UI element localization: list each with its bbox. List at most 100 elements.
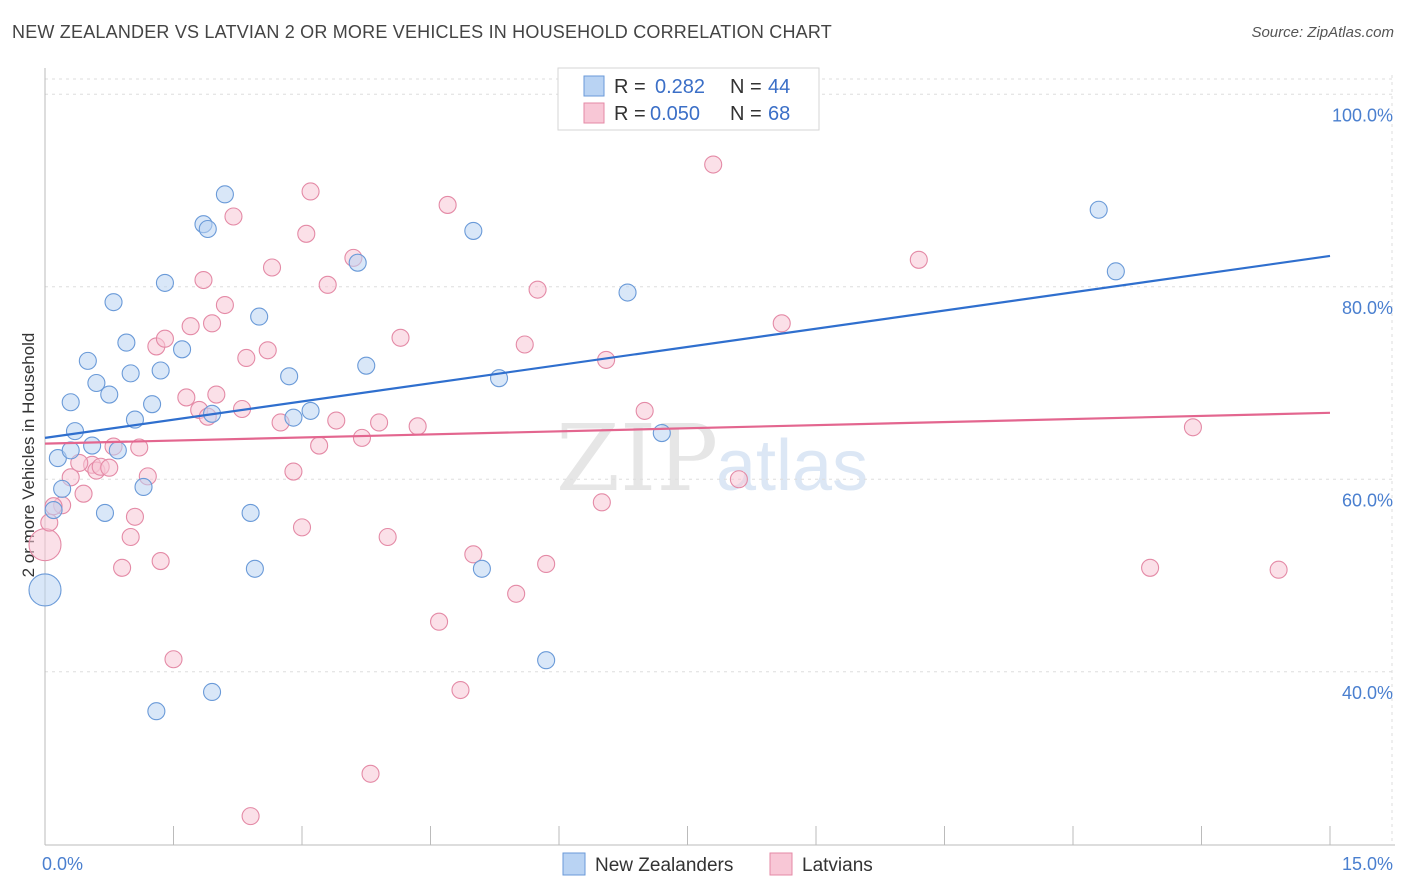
new-zealander-point	[198, 219, 217, 239]
latvian-point	[121, 527, 140, 547]
axes	[44, 68, 1395, 846]
trend-line-new-zealanders	[44, 254, 1331, 439]
new-zealander-point	[121, 364, 140, 383]
latvian-point	[408, 417, 427, 436]
latvian-point	[292, 518, 312, 537]
new-zealander-point	[44, 500, 63, 520]
latvian-point	[507, 584, 526, 603]
new-zealander-point	[134, 477, 153, 497]
new-zealander-point	[284, 408, 303, 427]
legend-n-value-pink: 68	[768, 103, 790, 125]
new-zealander-point	[215, 185, 234, 204]
latvian-point	[438, 195, 457, 214]
new-zealander-point	[53, 479, 72, 498]
latvian-point	[772, 314, 791, 333]
latvian-point	[100, 458, 119, 477]
new-zealander-point	[357, 356, 376, 375]
new-zealander-point	[250, 307, 269, 326]
latvian-point	[352, 428, 372, 447]
latvian-point	[207, 385, 226, 404]
series-legend-swatch-blue	[562, 852, 586, 876]
new-zealander-point	[280, 367, 299, 386]
latvian-point	[155, 329, 174, 348]
latvian-point	[215, 295, 234, 315]
latvian-point	[391, 328, 410, 347]
latvian-point	[528, 280, 547, 299]
series-legend-label-pink: Latvians	[802, 855, 873, 876]
latvian-point	[194, 270, 213, 290]
new-zealander-point	[348, 253, 367, 272]
latvian-point	[125, 507, 144, 526]
latvian-point	[909, 250, 928, 269]
watermark-atlas: atlas	[716, 426, 868, 506]
latvian-point	[113, 558, 132, 577]
new-zealander-point	[61, 441, 80, 460]
trend-lines	[44, 254, 1331, 445]
new-zealander-point	[245, 559, 264, 578]
y-tick-label: 60.0%	[1342, 490, 1393, 510]
latvian-point	[262, 258, 282, 277]
watermark-zip: ZIP	[556, 405, 718, 512]
latvian-point	[164, 650, 183, 669]
new-zealander-point	[104, 293, 123, 312]
latvian-point	[451, 680, 470, 700]
new-zealander-point	[618, 283, 637, 302]
new-zealander-point	[100, 385, 119, 404]
new-zealander-point	[173, 340, 192, 359]
new-zealander-point	[83, 436, 102, 455]
legend-swatch-pink	[583, 102, 605, 124]
latvian-point	[537, 554, 556, 574]
latvian-point	[378, 527, 397, 547]
latvian-point	[592, 493, 611, 512]
latvian-point	[237, 348, 256, 368]
x-tick-label: 0.0%	[42, 854, 83, 874]
new-zealander-point	[537, 651, 556, 670]
new-zealander-point	[241, 503, 260, 522]
new-zealander-point	[108, 441, 127, 460]
latvian-point	[361, 764, 380, 783]
source-label: Source: ZipAtlas.com	[1251, 24, 1394, 41]
latvian-point	[297, 224, 316, 243]
new-zealander-point	[61, 393, 80, 412]
trend-line-latvians	[44, 411, 1331, 445]
latvian-point	[258, 341, 277, 360]
latvian-point	[729, 470, 748, 489]
new-zealander-point	[464, 221, 483, 240]
correlation-legend: R = 0.282 N = 44 R = 0.050 N = 68	[557, 67, 820, 131]
y-axis-label: 2 or more Vehicles in Household	[19, 333, 38, 578]
latvian-point	[28, 528, 62, 562]
latvian-point	[310, 436, 329, 455]
y-tick-labels: 40.0% 60.0% 80.0% 100.0%	[1332, 105, 1393, 703]
series-legend-swatch-pink	[769, 852, 793, 876]
legend-r-value-pink: 0.050	[650, 103, 700, 125]
latvian-point	[464, 545, 483, 564]
latvian-point	[430, 612, 449, 631]
new-zealander-point	[143, 395, 162, 414]
latvian-point	[203, 314, 222, 333]
latvian-point	[241, 807, 260, 826]
legend-n-label-pink: N =	[730, 103, 762, 125]
latvian-point	[704, 155, 723, 174]
new-zealanders-points	[28, 185, 1125, 721]
new-zealander-point	[203, 682, 222, 702]
y-tick-label: 80.0%	[1342, 298, 1393, 318]
new-zealander-point	[301, 401, 320, 420]
x-tick-labels: 0.0% 15.0%	[42, 854, 1393, 874]
latvian-point	[181, 317, 200, 336]
latvian-point	[151, 552, 170, 571]
new-zealander-point	[28, 573, 62, 607]
latvian-point	[1141, 558, 1160, 577]
latvian-point	[635, 401, 654, 420]
legend-n-label-blue: N =	[730, 76, 762, 98]
latvian-point	[177, 388, 196, 407]
new-zealander-point	[117, 333, 136, 352]
latvian-point	[1183, 418, 1202, 437]
latvian-point	[301, 182, 320, 201]
new-zealander-point	[147, 702, 166, 721]
latvian-point	[515, 335, 534, 354]
latvian-point	[327, 411, 346, 430]
latvian-point	[224, 207, 243, 226]
new-zealander-point	[652, 423, 671, 443]
series-legend-label-blue: New Zealanders	[595, 855, 733, 876]
new-zealander-point	[472, 559, 491, 578]
